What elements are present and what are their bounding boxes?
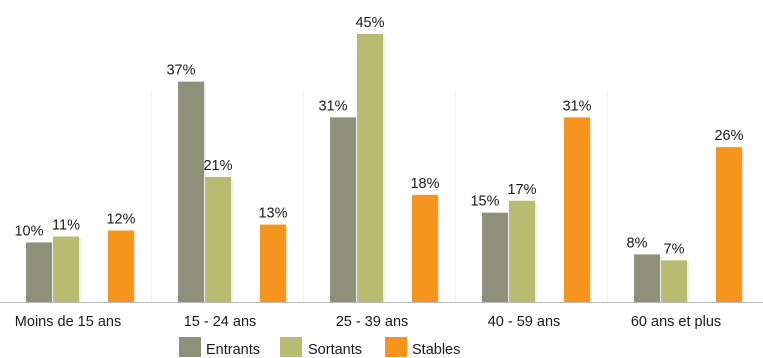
data-label: 31% — [562, 98, 591, 114]
legend-swatch-sortants — [280, 337, 302, 357]
bar-shadow — [535, 202, 537, 302]
data-label: 17% — [507, 182, 536, 198]
bar-shadow — [590, 119, 592, 302]
data-label: 10% — [14, 223, 43, 239]
bar-sortants-0 — [53, 236, 79, 302]
legend: Entrants Sortants Stables — [179, 337, 460, 358]
x-axis-tick-labels: Moins de 15 ans 15 - 24 ans 25 - 39 ans 40 … — [15, 314, 721, 330]
bar-entrants-4 — [634, 254, 660, 302]
x-tick-label: Moins de 15 ans — [15, 314, 121, 330]
legend-label-stables: Stables — [412, 342, 460, 358]
data-label: 7% — [664, 241, 685, 257]
bar-sortants-2 — [357, 34, 383, 302]
bar-shadow — [286, 226, 288, 302]
bar-sortants-1 — [205, 176, 231, 302]
legend-swatch-stables — [385, 337, 407, 357]
legend-label-entrants: Entrants — [206, 342, 260, 358]
bar-shadow — [134, 232, 136, 302]
data-label: 37% — [166, 63, 195, 79]
bar-sortants-3 — [509, 200, 535, 302]
category-separators — [151, 92, 608, 302]
bars — [26, 34, 744, 303]
bar-entrants-0 — [26, 242, 52, 302]
data-label: 18% — [410, 176, 439, 192]
bar-shadow — [231, 178, 233, 302]
data-label: 45% — [355, 15, 384, 31]
x-tick-label: 15 - 24 ans — [184, 314, 257, 330]
bar-stables-4 — [716, 147, 742, 302]
data-label: 15% — [470, 194, 499, 210]
bar-shadow — [79, 238, 81, 302]
bar-shadow — [438, 196, 440, 302]
data-label: 26% — [714, 128, 743, 144]
legend-swatch-entrants — [179, 337, 201, 357]
data-label: 11% — [52, 217, 80, 233]
data-label: 21% — [203, 158, 232, 174]
bar-entrants-1 — [178, 81, 204, 303]
bar-stables-3 — [564, 117, 590, 302]
bar-sortants-4 — [661, 260, 687, 302]
x-tick-label: 40 - 59 ans — [488, 314, 561, 330]
data-labels: 10% 11% 12% 37% 21% 13% 31% 45% 18% 15% 17% 31% 8% 7%… — [14, 15, 743, 257]
bar-stables-0 — [108, 230, 134, 302]
legend-label-sortants: Sortants — [308, 342, 362, 358]
bar-stables-2 — [412, 194, 438, 302]
x-tick-label: 25 - 39 ans — [336, 314, 409, 330]
bar-shadow — [383, 36, 385, 302]
x-tick-label: 60 ans et plus — [631, 314, 721, 330]
data-label: 31% — [318, 98, 347, 114]
bar-shadow — [742, 149, 744, 302]
bar-stables-1 — [260, 224, 286, 302]
data-label: 13% — [258, 206, 287, 222]
data-label: 8% — [627, 235, 648, 251]
data-label: 12% — [106, 212, 135, 228]
bar-entrants-2 — [330, 117, 356, 302]
bar-entrants-3 — [482, 212, 508, 302]
bar-shadow — [687, 262, 689, 302]
